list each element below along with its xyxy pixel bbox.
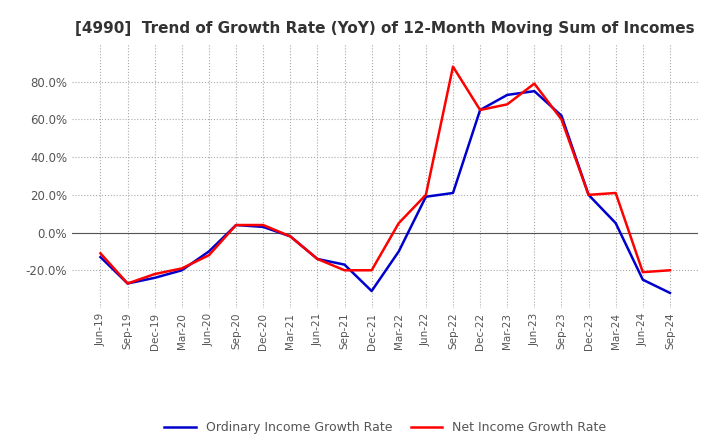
Ordinary Income Growth Rate — [150, 275, 159, 280]
Ordinary Income Growth Rate — [367, 288, 376, 293]
Ordinary Income Growth Rate — [96, 254, 105, 260]
Ordinary Income Growth Rate — [449, 191, 457, 196]
Title: [4990]  Trend of Growth Rate (YoY) of 12-Month Moving Sum of Incomes: [4990] Trend of Growth Rate (YoY) of 12-… — [76, 21, 695, 36]
Line: Ordinary Income Growth Rate: Ordinary Income Growth Rate — [101, 91, 670, 293]
Net Income Growth Rate — [503, 102, 511, 107]
Ordinary Income Growth Rate — [476, 107, 485, 113]
Net Income Growth Rate — [395, 220, 403, 226]
Net Income Growth Rate — [476, 107, 485, 113]
Ordinary Income Growth Rate — [421, 194, 430, 199]
Net Income Growth Rate — [449, 64, 457, 69]
Net Income Growth Rate — [341, 268, 349, 273]
Ordinary Income Growth Rate — [639, 277, 647, 282]
Net Income Growth Rate — [204, 253, 213, 258]
Ordinary Income Growth Rate — [178, 268, 186, 273]
Net Income Growth Rate — [123, 281, 132, 286]
Ordinary Income Growth Rate — [232, 222, 240, 227]
Ordinary Income Growth Rate — [395, 249, 403, 254]
Net Income Growth Rate — [232, 222, 240, 227]
Ordinary Income Growth Rate — [665, 290, 674, 296]
Ordinary Income Growth Rate — [204, 249, 213, 254]
Ordinary Income Growth Rate — [259, 224, 268, 230]
Net Income Growth Rate — [557, 117, 566, 122]
Line: Net Income Growth Rate: Net Income Growth Rate — [101, 66, 670, 283]
Ordinary Income Growth Rate — [313, 257, 322, 262]
Ordinary Income Growth Rate — [557, 113, 566, 118]
Net Income Growth Rate — [178, 266, 186, 271]
Net Income Growth Rate — [584, 192, 593, 198]
Ordinary Income Growth Rate — [611, 220, 620, 226]
Ordinary Income Growth Rate — [123, 281, 132, 286]
Ordinary Income Growth Rate — [530, 88, 539, 94]
Net Income Growth Rate — [259, 222, 268, 227]
Net Income Growth Rate — [639, 270, 647, 275]
Net Income Growth Rate — [530, 81, 539, 86]
Net Income Growth Rate — [367, 268, 376, 273]
Ordinary Income Growth Rate — [341, 262, 349, 267]
Net Income Growth Rate — [150, 271, 159, 277]
Net Income Growth Rate — [611, 191, 620, 196]
Net Income Growth Rate — [665, 268, 674, 273]
Net Income Growth Rate — [286, 234, 294, 239]
Legend: Ordinary Income Growth Rate, Net Income Growth Rate: Ordinary Income Growth Rate, Net Income … — [159, 416, 611, 439]
Ordinary Income Growth Rate — [584, 192, 593, 198]
Net Income Growth Rate — [96, 251, 105, 256]
Ordinary Income Growth Rate — [503, 92, 511, 98]
Ordinary Income Growth Rate — [286, 234, 294, 239]
Net Income Growth Rate — [313, 257, 322, 262]
Net Income Growth Rate — [421, 192, 430, 198]
